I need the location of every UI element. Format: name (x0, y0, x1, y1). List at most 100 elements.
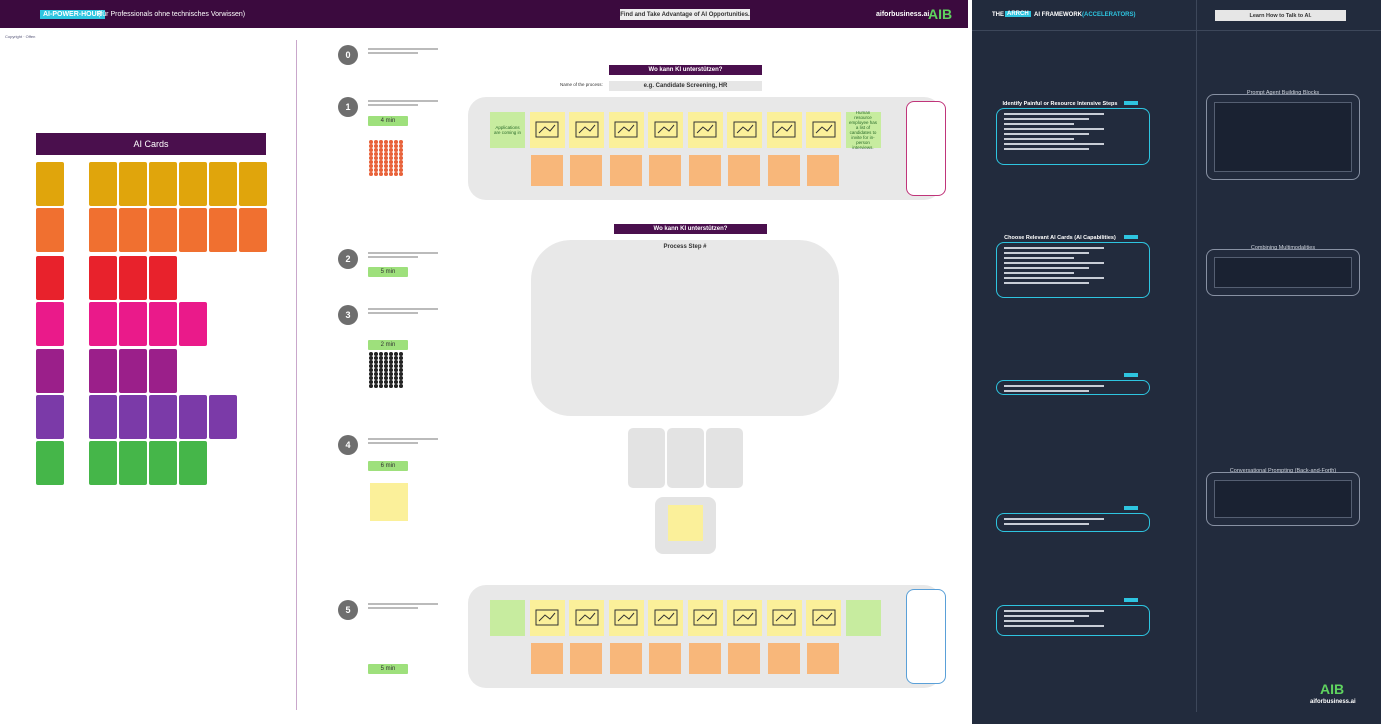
dot (394, 360, 398, 364)
framework-box (1206, 249, 1360, 296)
dot (374, 156, 378, 160)
dot (394, 156, 398, 160)
dot (374, 352, 378, 356)
step-number: 4 (338, 435, 358, 455)
sticky-note (608, 600, 644, 636)
sticky-note (529, 112, 565, 148)
dot (369, 364, 373, 368)
top-bar (0, 0, 968, 28)
framework-box (1206, 94, 1360, 180)
step-text (368, 312, 418, 314)
sticky-note (728, 155, 760, 186)
dot (379, 376, 383, 380)
dot (389, 156, 393, 160)
ai-card (36, 302, 64, 346)
dot (389, 152, 393, 156)
step-text (368, 308, 438, 310)
dot (374, 368, 378, 372)
subtitle: (für Professionals ohne technisches Vorw… (98, 11, 246, 18)
box-text (1004, 113, 1104, 115)
box-text (1004, 615, 1089, 617)
box-inner (1214, 257, 1352, 288)
sketch (772, 121, 796, 138)
dot (369, 356, 373, 360)
dot (369, 156, 373, 160)
dot (399, 368, 403, 372)
dot (374, 152, 378, 156)
dot (379, 356, 383, 360)
step-text (368, 52, 418, 54)
sticky-note (569, 112, 604, 148)
dot (399, 380, 403, 384)
sketch (614, 121, 638, 138)
dot (399, 152, 403, 156)
ai-card (119, 395, 147, 439)
fw-title-accent: (ACCELERATORS) (1082, 12, 1136, 18)
ai-card (119, 441, 147, 485)
dot (394, 368, 398, 372)
box-text (1004, 277, 1104, 279)
sketch (812, 609, 835, 626)
sketch (654, 609, 677, 626)
dot (384, 148, 388, 152)
dot (369, 376, 373, 380)
dot (399, 156, 403, 160)
ai-card (149, 349, 177, 393)
ai-card (149, 162, 177, 206)
dot (384, 152, 388, 156)
dot (384, 364, 388, 368)
dot (384, 384, 388, 388)
dot (374, 160, 378, 164)
ai-card (149, 395, 177, 439)
sketch (693, 121, 717, 138)
box-text (1004, 625, 1104, 627)
dot (374, 376, 378, 380)
dot (394, 352, 398, 356)
dot (384, 356, 388, 360)
dot (379, 156, 383, 160)
ai-card (89, 395, 117, 439)
step-text (368, 48, 438, 50)
box-text (1004, 247, 1104, 249)
process-input: e.g. Candidate Screening, HR (609, 81, 762, 91)
dot (379, 372, 383, 376)
dot (394, 380, 398, 384)
dot (379, 140, 383, 144)
sketch (575, 121, 598, 138)
ai-card (239, 162, 267, 206)
framework-box (1206, 472, 1360, 526)
time-badge: 4 min (368, 116, 408, 126)
dot (369, 140, 373, 144)
box-text (1004, 133, 1089, 135)
dot (394, 372, 398, 376)
ai-card (209, 395, 237, 439)
dot (389, 352, 393, 356)
dot (399, 172, 403, 176)
dot (369, 152, 373, 156)
dot (379, 160, 383, 164)
sticky-note (609, 643, 642, 674)
ai-card (149, 256, 177, 300)
dot (369, 144, 373, 148)
dot (379, 152, 383, 156)
tag (1124, 506, 1138, 510)
site: aiforbusiness.ai (876, 11, 930, 18)
card-slot (667, 428, 704, 488)
sticky-note (807, 643, 839, 674)
box-text (1004, 518, 1104, 520)
outline-box (906, 101, 946, 196)
dot (369, 368, 373, 372)
step-number: 1 (338, 97, 358, 117)
ai-card (36, 208, 64, 252)
dot (394, 384, 398, 388)
box-text (1004, 252, 1089, 254)
sticky-note (806, 112, 841, 148)
sticky-note (766, 600, 802, 636)
ai-card (119, 208, 147, 252)
ai-cards-title: AI Cards (36, 133, 266, 155)
step-number: 3 (338, 305, 358, 325)
ai-card (89, 256, 117, 300)
time-badge: 5 min (368, 664, 408, 674)
dot (399, 164, 403, 168)
dot (379, 172, 383, 176)
